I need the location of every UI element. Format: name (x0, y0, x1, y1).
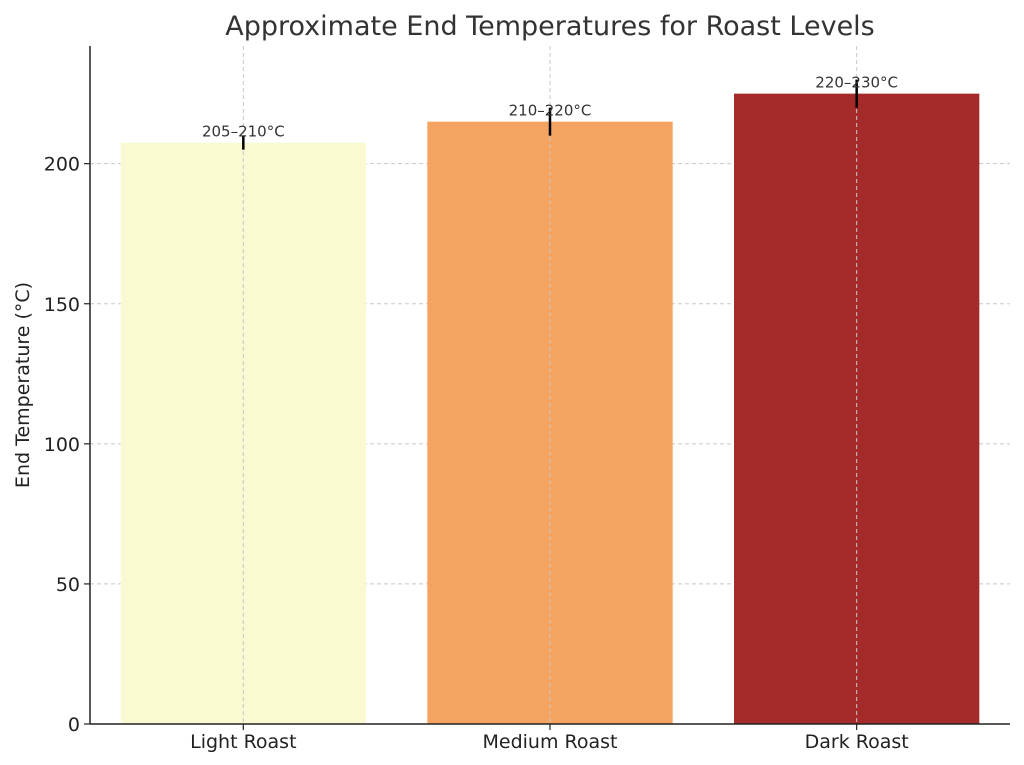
y-tick-label: 0 (68, 714, 80, 736)
x-tick-label: Light Roast (190, 731, 296, 753)
x-tick-label: Medium Roast (483, 731, 618, 753)
y-tick-label: 200 (44, 154, 80, 176)
bar (427, 121, 673, 724)
y-tick-label: 150 (44, 294, 80, 316)
data-label: 210–220°C (509, 102, 592, 120)
bar (734, 93, 980, 724)
y-tick-label: 100 (44, 434, 80, 456)
axes: 0 50 100 150 200 Light Roast Medium Roast Dark … (44, 46, 1010, 753)
y-tick-label: 50 (56, 574, 80, 596)
y-axis-label: End Temperature (°C) (12, 282, 34, 488)
data-label: 205–210°C (202, 123, 285, 141)
chart-title: Approximate End Temperatures for Roast L… (225, 11, 875, 42)
bars: 205–210°C 210–220°C 220–230°C (120, 46, 980, 724)
data-label: 220–230°C (815, 74, 898, 92)
x-tick-label: Dark Roast (805, 731, 909, 753)
